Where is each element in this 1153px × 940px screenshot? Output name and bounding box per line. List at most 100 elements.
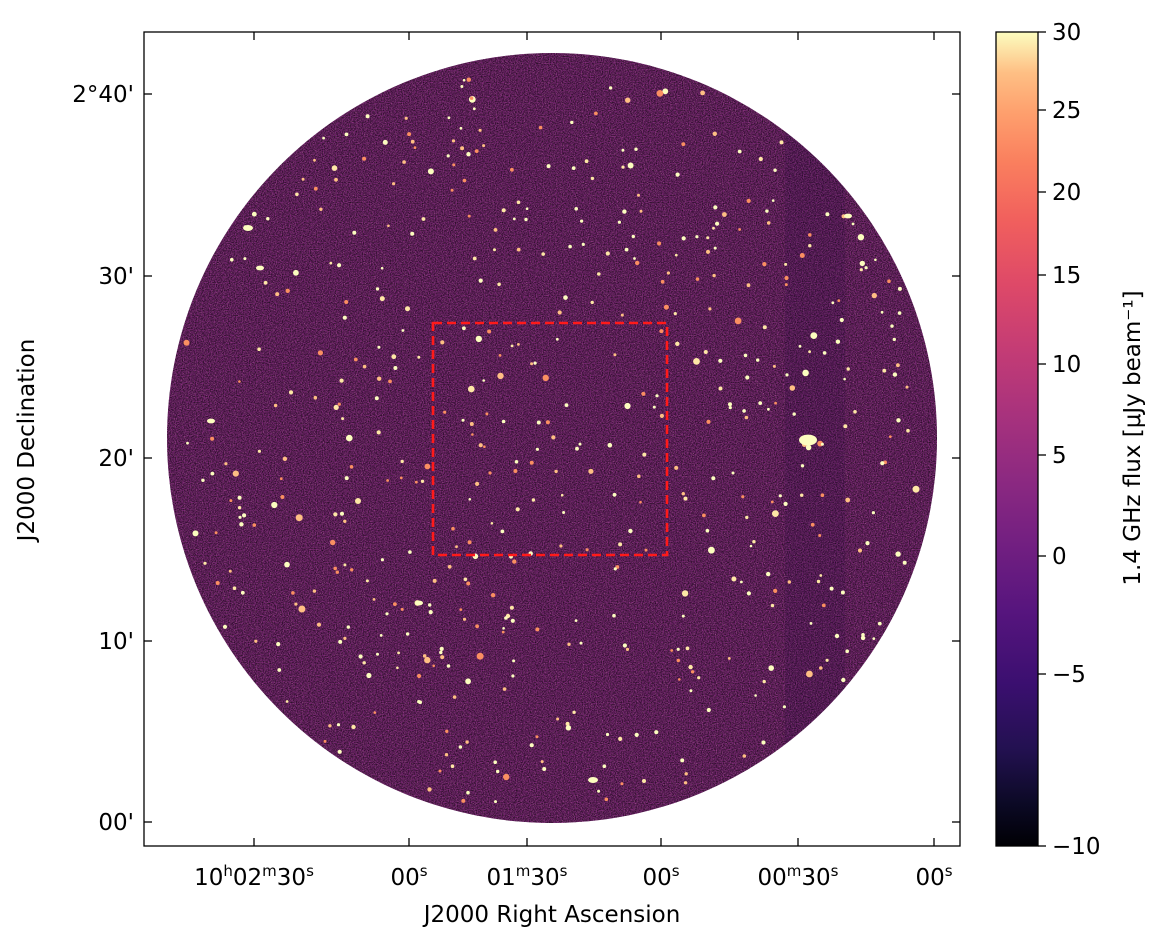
point-source — [461, 798, 466, 803]
point-source — [631, 234, 635, 239]
point-source — [474, 149, 479, 154]
point-source — [285, 700, 289, 703]
colorbar-title: 1.4 GHz flux [μJy beam⁻¹] — [1120, 290, 1146, 585]
x-tick-label: 00s — [642, 862, 679, 891]
extended-source — [243, 225, 253, 231]
point-source — [445, 729, 449, 733]
point-source — [654, 730, 659, 735]
point-source — [533, 361, 537, 365]
point-source — [343, 563, 347, 567]
point-source — [752, 540, 756, 544]
point-source — [263, 280, 268, 285]
point-source — [424, 463, 431, 470]
point-source — [271, 501, 278, 509]
point-source — [765, 209, 769, 213]
point-source — [490, 593, 496, 598]
point-source — [439, 646, 444, 652]
point-source — [681, 142, 686, 147]
y-tick-label: 20' — [98, 446, 134, 472]
point-source — [472, 256, 477, 261]
point-source — [905, 385, 909, 389]
point-source — [821, 603, 826, 608]
point-source — [330, 539, 336, 546]
point-source — [718, 386, 723, 391]
point-source — [476, 652, 484, 660]
point-source — [861, 633, 865, 637]
point-source — [767, 407, 770, 411]
point-source — [447, 564, 452, 569]
point-source — [621, 148, 625, 152]
point-source — [570, 120, 574, 125]
point-source — [230, 257, 234, 262]
point-source — [740, 580, 743, 584]
point-source — [644, 548, 648, 552]
point-source — [690, 670, 695, 674]
point-source — [857, 548, 863, 553]
point-source — [843, 377, 846, 381]
extended-source — [415, 600, 423, 606]
point-source — [837, 299, 841, 302]
point-source — [772, 364, 776, 368]
point-source — [405, 632, 410, 636]
point-source — [742, 409, 746, 413]
point-source — [872, 637, 876, 640]
point-source — [237, 495, 242, 500]
point-source — [328, 724, 332, 728]
point-source — [387, 224, 390, 228]
point-source — [575, 446, 579, 451]
point-source — [386, 479, 389, 482]
point-source — [655, 394, 659, 398]
point-source — [712, 131, 717, 136]
point-source — [728, 406, 732, 410]
point-source — [275, 292, 280, 297]
point-source — [783, 501, 788, 506]
point-source — [350, 568, 354, 572]
point-source — [594, 111, 598, 116]
point-source — [702, 513, 706, 518]
point-source — [376, 652, 379, 656]
x-tick-label: 00s — [915, 862, 952, 891]
point-source — [312, 589, 317, 593]
point-source — [232, 586, 237, 590]
point-source — [819, 666, 823, 670]
point-source — [467, 214, 471, 218]
point-source — [874, 258, 877, 262]
point-source — [483, 445, 486, 449]
colorbar-tick-label: 30 — [1052, 20, 1081, 46]
point-source — [466, 790, 470, 795]
point-source — [618, 736, 623, 742]
point-source — [186, 441, 189, 445]
point-source — [420, 479, 425, 483]
colorbar-tick-label: 10 — [1052, 352, 1081, 378]
point-source — [317, 350, 323, 356]
point-source — [536, 420, 541, 425]
point-source — [864, 266, 868, 270]
point-source — [467, 540, 472, 545]
point-source — [693, 358, 700, 365]
point-source — [572, 710, 576, 714]
point-source — [705, 528, 710, 533]
x-tick-label: 00s — [390, 862, 427, 891]
point-source — [410, 139, 415, 144]
point-source — [530, 362, 534, 366]
point-source — [620, 782, 624, 786]
point-source — [427, 787, 432, 792]
y-tick-label: 30' — [98, 264, 134, 290]
point-source — [706, 249, 710, 254]
point-source — [229, 499, 233, 503]
point-source — [443, 410, 447, 414]
point-source — [222, 624, 228, 629]
x-tick-label: 00m30s — [757, 862, 838, 891]
point-source — [447, 116, 451, 120]
point-source — [427, 168, 434, 175]
point-source — [282, 456, 288, 461]
point-source — [400, 459, 404, 464]
point-source — [446, 664, 451, 668]
point-source — [498, 354, 502, 357]
colorbar-tick-label: −5 — [1052, 662, 1086, 688]
point-source — [295, 514, 303, 522]
point-source — [800, 464, 805, 468]
point-source — [279, 477, 283, 481]
point-source — [585, 548, 589, 552]
point-source — [688, 664, 693, 670]
